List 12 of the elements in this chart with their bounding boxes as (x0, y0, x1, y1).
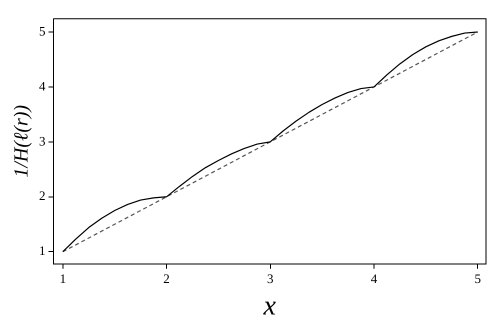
x-axis-title: x (262, 290, 277, 322)
y-axis-title: 1/H(ℓ(r)) (10, 104, 32, 178)
y-tick-label: 1 (39, 243, 46, 258)
y-tick-label: 5 (39, 23, 46, 38)
x-tick-label: 1 (60, 271, 66, 286)
y-tick-label: 3 (39, 133, 46, 148)
x-tick-label: 5 (474, 271, 481, 286)
y-tick-label: 2 (39, 188, 46, 204)
x-tick-label: 2 (163, 271, 170, 286)
x-tick-label: 3 (267, 271, 274, 286)
y-tick-label: 4 (39, 78, 46, 94)
x-tick-label: 4 (370, 271, 378, 286)
